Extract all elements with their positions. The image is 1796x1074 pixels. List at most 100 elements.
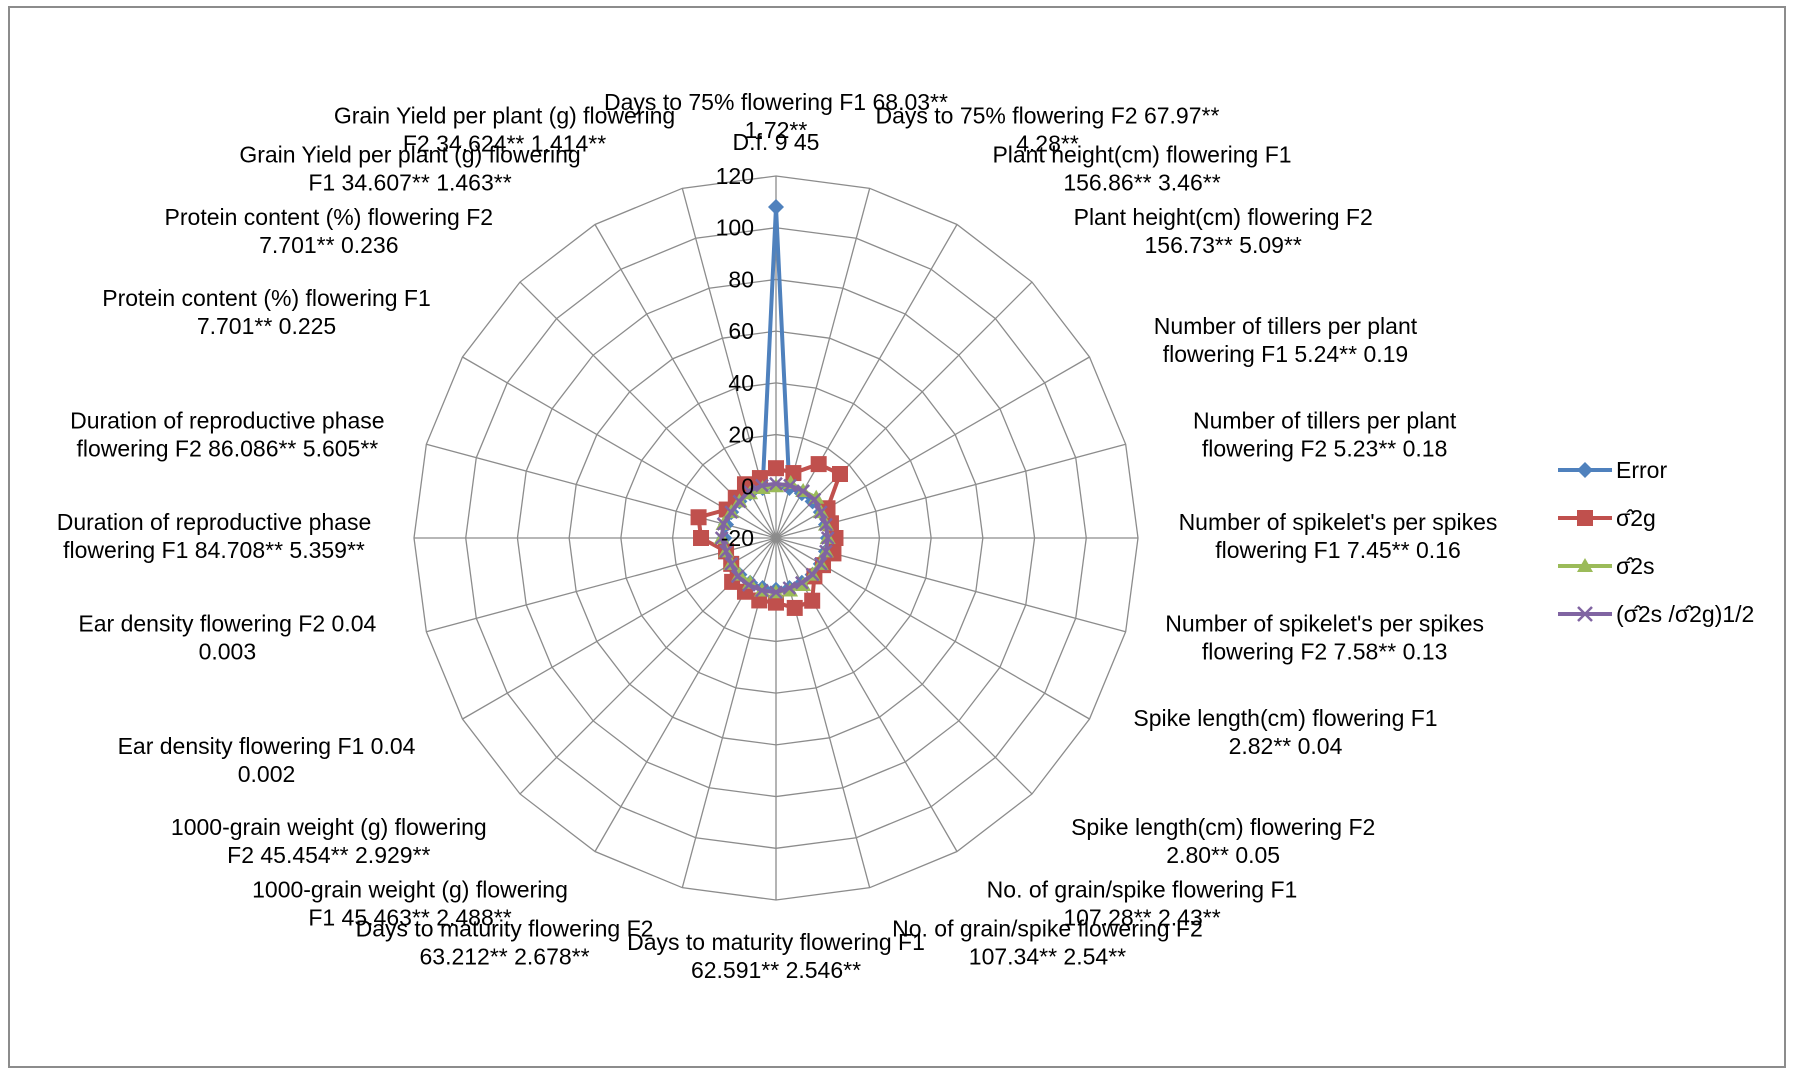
category-label-line: 2.80** 0.05 (1166, 842, 1280, 868)
category-label-line: Plant height(cm) flowering F1 (992, 142, 1291, 168)
data-point (783, 478, 797, 493)
tick-label: 0 (741, 473, 754, 499)
category-label: Days to maturity flowering F2 63.212** 2.… (356, 916, 654, 970)
data-point (769, 476, 783, 491)
category-label-line: Ear density flowering F1 0.04 (118, 733, 416, 759)
category-label: Duration of reproductive phase flowering … (70, 408, 385, 462)
category-label: Number of spikelet's per spikes flowering… (1179, 509, 1498, 563)
category-label-line: 63.212** 2.678** (419, 944, 589, 970)
category-label-line: F2 45.454** 2.929** (227, 842, 430, 868)
tick-label: 20 (728, 422, 754, 448)
category-label-line: Grain Yield per plant (g) flowering (334, 102, 675, 128)
category-label: Plant height(cm) flowering F1 156.86** 3.… (992, 142, 1291, 196)
category-label: Days to maturity flowering F1 62.591** 2.… (627, 929, 925, 983)
category-label-line: 0.002 (238, 761, 296, 787)
category-label-line: 1.72** (745, 117, 808, 143)
data-point (714, 531, 729, 545)
category-label-line: 156.73** 5.09** (1145, 232, 1302, 258)
category-label: Duration of reproductive phase flowering … (57, 509, 372, 563)
data-point (730, 569, 745, 584)
category-label-line: Spike length(cm) flowering F2 (1071, 814, 1375, 840)
category-label-line: Days to 75% flowering F2 67.97** (875, 102, 1219, 128)
data-point (782, 581, 797, 595)
data-point (724, 556, 739, 571)
data-point (810, 456, 827, 473)
category-label-line: flowering F1 7.45** 0.16 (1215, 537, 1461, 563)
category-label-line: Number of tillers per plant (1193, 408, 1457, 434)
category-label: Days to 75% flowering F1 68.03** 1.72** (604, 89, 948, 143)
category-label: 1000-grain weight (g) flowering F1 45.463… (252, 876, 568, 930)
data-point (813, 505, 828, 520)
category-label: Ear density flowering F2 0.04 0.003 (78, 610, 376, 664)
category-label-line: flowering F1 84.708** 5.359** (63, 537, 365, 563)
data-point (794, 575, 809, 590)
category-label-line: 1000-grain weight (g) flowering (252, 876, 568, 902)
spoke (426, 537, 777, 633)
category-label: Ear density flowering F1 0.04 0.002 (118, 733, 416, 787)
legend-marker (1577, 462, 1593, 478)
data-point (819, 517, 833, 532)
tick-label: 100 (716, 215, 754, 241)
category-label: Protein content (%) flowering F1 7.701** … (102, 285, 431, 339)
category-label-line: Protein content (%) flowering F2 (165, 204, 494, 230)
category-label-line: Number of spikelet's per spikes (1179, 509, 1498, 535)
data-point (768, 460, 784, 477)
category-label-line: F1 45.463** 2.488** (308, 904, 511, 930)
category-label-line: F2 34.624** 1.414** (403, 130, 606, 156)
category-label-line: Protein content (%) flowering F1 (102, 285, 431, 311)
category-label-line: Number of spikelet's per spikes (1165, 610, 1484, 636)
category-label: Grain Yield per plant (g) flowering F1 34… (239, 142, 580, 196)
data-point (785, 465, 802, 482)
data-point (831, 466, 848, 483)
legend-marker (1577, 510, 1593, 526)
category-label-line: Grain Yield per plant (g) flowering (239, 142, 580, 168)
category-label-line: No. of grain/spike flowering F1 (987, 876, 1298, 902)
data-point (768, 594, 784, 611)
data-point (741, 578, 756, 592)
data-point (755, 583, 769, 598)
category-label: Plant height(cm) flowering F2 156.73** 5.… (1074, 204, 1373, 258)
data-point (769, 585, 783, 600)
category-label-line: 4.28** (1016, 130, 1079, 156)
category-label-line: flowering F2 7.58** 0.13 (1202, 638, 1448, 664)
data-point (819, 544, 833, 559)
category-label-line: 107.28** 2.43** (1063, 904, 1220, 930)
category-label-line: Duration of reproductive phase (70, 408, 385, 434)
category-label-line: flowering F2 86.086** 5.605** (76, 436, 378, 462)
category-label-line: Days to 75% flowering F1 68.03** (604, 89, 948, 115)
category-label: Number of tillers per plant flowering F2 … (1193, 408, 1457, 462)
category-label: Grain Yield per plant (g) flowering F2 34… (334, 102, 675, 156)
category-label-line: 7.701** 0.225 (197, 313, 336, 339)
tick-label: 80 (728, 266, 754, 292)
legend-label: σ̂2g (1616, 505, 1656, 531)
data-point (805, 567, 820, 582)
legend-marker (1577, 558, 1593, 572)
data-point (786, 599, 803, 616)
data-point (755, 478, 769, 493)
category-label: Number of tillers per plant flowering F1 … (1154, 313, 1418, 367)
spoke (426, 443, 777, 539)
category-label: No. of grain/spike flowering F1 107.28** … (987, 876, 1298, 930)
tick-label: 60 (728, 318, 754, 344)
legend-label: Error (1616, 457, 1667, 483)
category-label-line: Duration of reproductive phase (57, 509, 372, 535)
category-label-line: 1000-grain weight (g) flowering (171, 814, 487, 840)
data-point (804, 592, 821, 609)
data-point (807, 492, 822, 507)
tick-label: -20 (721, 525, 754, 551)
data-point (693, 530, 710, 546)
category-label-line: flowering F1 5.24** 0.19 (1163, 341, 1409, 367)
category-label-line: 7.701** 0.236 (259, 232, 398, 258)
category-label-line: Days to maturity flowering F2 (356, 916, 654, 942)
category-label-line: Plant height(cm) flowering F2 (1074, 204, 1373, 230)
category-label-line: F1 34.607** 1.463** (308, 170, 511, 196)
data-point (724, 505, 739, 520)
spoke (775, 224, 958, 539)
category-label-line: 107.34** 2.54** (969, 944, 1126, 970)
legend-marker (1577, 606, 1593, 622)
data-point (796, 484, 811, 498)
chart-frame (8, 6, 1786, 1068)
data-point (820, 531, 835, 545)
tick-label: 40 (728, 370, 754, 396)
